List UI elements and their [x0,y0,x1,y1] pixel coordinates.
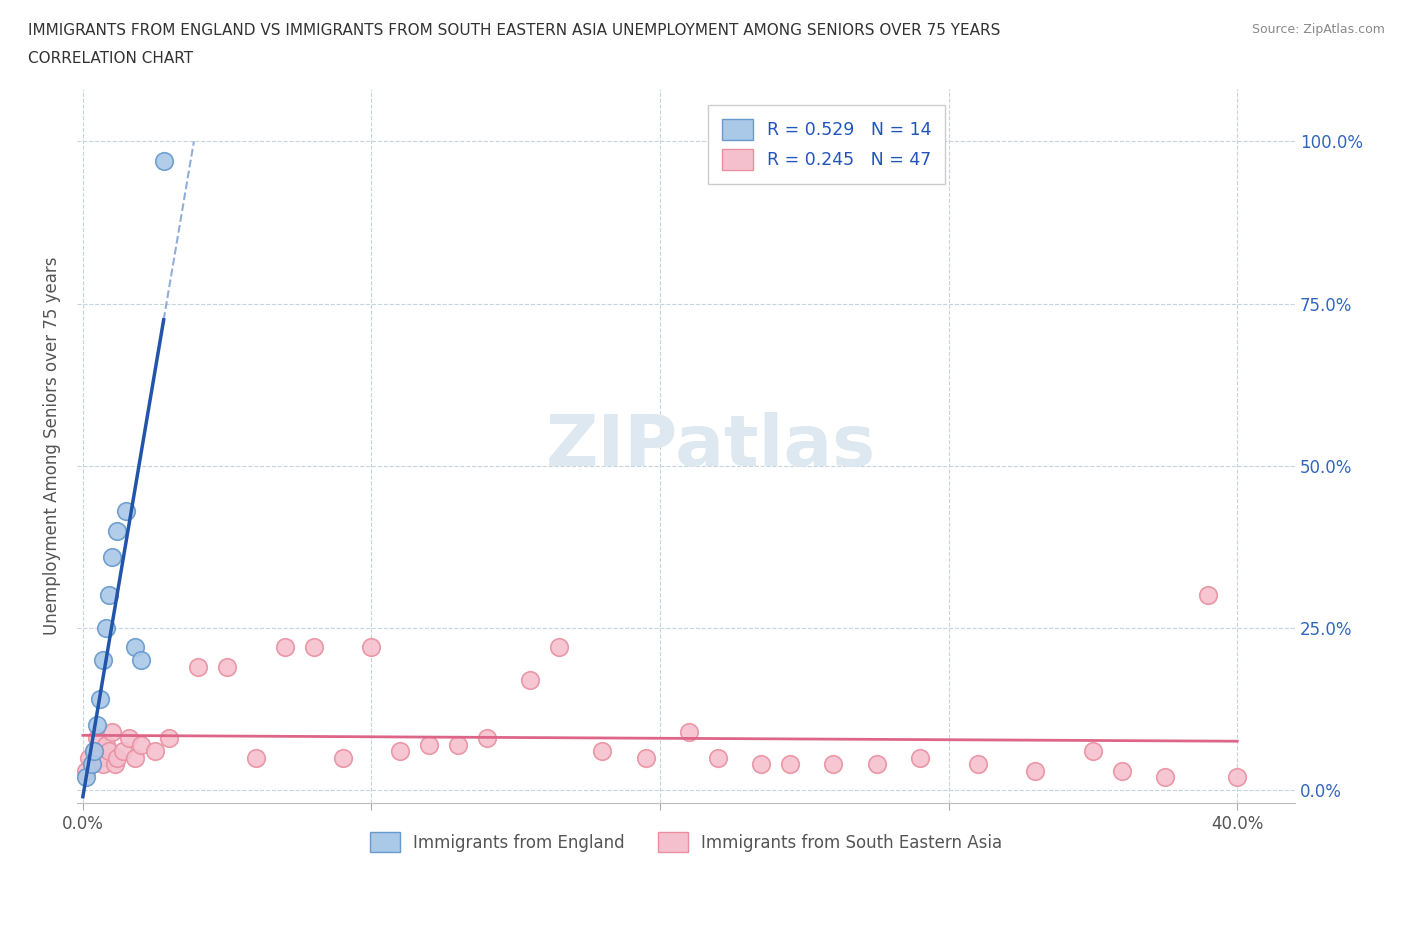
Point [83,744,105,759]
Point [143,744,166,759]
Point [418,737,440,752]
Point [86,718,108,733]
Point [97,744,120,759]
Point [749,757,772,772]
Point [447,737,470,752]
Point [159,731,181,746]
Point [75,764,97,778]
Point [707,751,730,765]
Point [89,692,111,707]
Point [89,751,111,765]
Point [115,504,138,519]
Point [91,757,114,772]
Point [187,659,209,674]
Point [865,757,887,772]
Point [97,588,120,603]
Point [1154,770,1177,785]
Point [389,744,412,759]
Point [548,640,571,655]
Point [823,757,845,772]
Text: Source: ZipAtlas.com: Source: ZipAtlas.com [1251,23,1385,36]
Point [1111,764,1133,778]
Point [591,744,613,759]
Point [274,640,297,655]
Text: ZIPatlas: ZIPatlas [546,412,876,481]
Point [634,751,657,765]
Point [966,757,988,772]
Point [104,757,127,772]
Point [152,153,174,168]
Point [129,653,152,668]
Point [1024,764,1046,778]
Point [908,751,931,765]
Point [678,724,700,739]
Point [80,757,103,772]
Y-axis label: Unemployment Among Seniors over 75 years: Unemployment Among Seniors over 75 years [44,257,60,635]
Point [1197,588,1219,603]
Point [332,751,354,765]
Point [124,751,146,765]
Point [360,640,382,655]
Point [118,731,141,746]
Legend: Immigrants from England, Immigrants from South Eastern Asia: Immigrants from England, Immigrants from… [363,825,1010,859]
Point [475,731,498,746]
Point [519,672,541,687]
Point [77,751,100,765]
Point [302,640,325,655]
Text: CORRELATION CHART: CORRELATION CHART [28,51,193,66]
Point [107,524,129,538]
Point [83,744,105,759]
Point [107,751,129,765]
Point [1226,770,1249,785]
Point [112,744,135,759]
Point [86,731,108,746]
Text: IMMIGRANTS FROM ENGLAND VS IMMIGRANTS FROM SOUTH EASTERN ASIA UNEMPLOYMENT AMONG: IMMIGRANTS FROM ENGLAND VS IMMIGRANTS FR… [28,23,1001,38]
Point [779,757,801,772]
Point [100,549,122,564]
Point [217,659,239,674]
Point [91,653,114,668]
Point [100,724,122,739]
Point [245,751,267,765]
Point [94,737,117,752]
Point [80,757,103,772]
Point [94,620,117,635]
Point [124,640,146,655]
Point [75,770,97,785]
Point [1081,744,1104,759]
Point [129,737,152,752]
